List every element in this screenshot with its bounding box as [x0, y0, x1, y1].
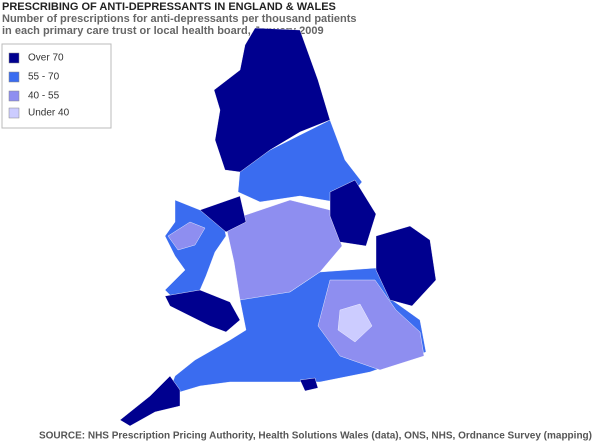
legend-box — [1, 43, 112, 129]
map-title: PRESCRIBING OF ANTI-DEPRESSANTS IN ENGLA… — [2, 1, 336, 13]
region — [213, 27, 331, 173]
legend-swatch — [8, 90, 20, 102]
region — [199, 195, 247, 233]
legend-label: 40 - 55 — [28, 91, 60, 102]
region — [164, 289, 241, 333]
region — [119, 375, 181, 427]
region — [375, 225, 437, 307]
legend-swatch — [8, 71, 20, 83]
legend-label: Under 40 — [28, 108, 70, 119]
map-subtitle: in each primary care trust or local heal… — [2, 25, 324, 37]
legend: Over 70 55 - 70 40 - 55 Under 40 — [1, 43, 112, 129]
map — [119, 27, 437, 427]
map-subtitle: Number of prescriptions for anti-depress… — [2, 13, 357, 25]
legend-label: 55 - 70 — [28, 72, 60, 83]
region — [299, 377, 319, 392]
source-note: SOURCE: NHS Prescription Pricing Authori… — [39, 431, 592, 442]
region — [167, 221, 206, 251]
legend-swatch — [8, 107, 20, 119]
legend-swatch — [8, 52, 20, 64]
region — [337, 303, 373, 343]
region — [329, 179, 377, 247]
legend-label: Over 70 — [28, 53, 64, 64]
